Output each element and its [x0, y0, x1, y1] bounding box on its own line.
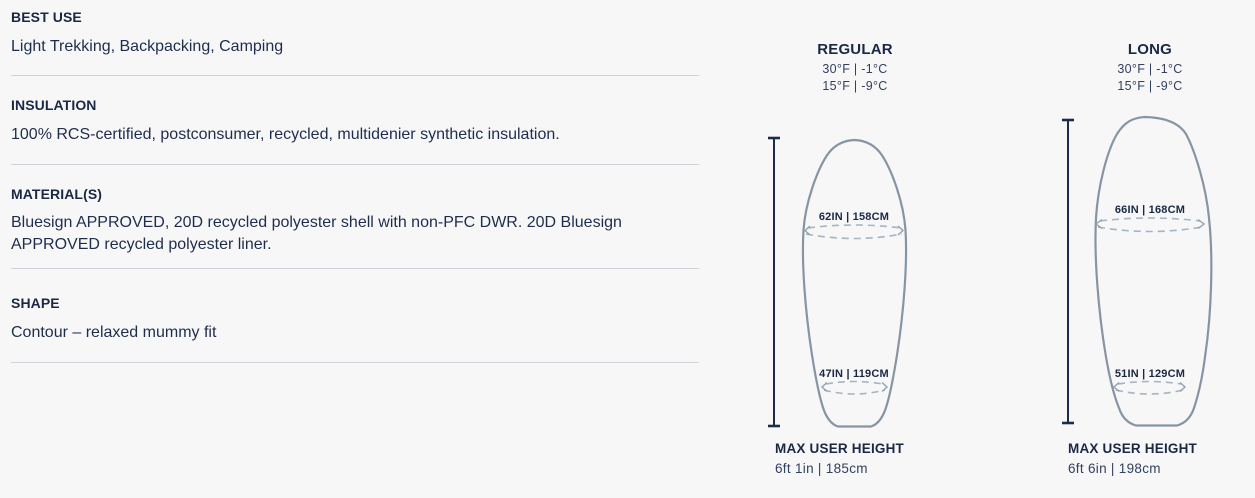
girth-arrow-right-icon — [1179, 381, 1187, 393]
temp-ratings-regular: 30°F | -1°C 15°F | -9°C — [775, 61, 935, 95]
knee-girth-line — [1115, 389, 1184, 395]
max-user-height-label-regular: MAX USER HEIGHT — [775, 441, 905, 456]
max-user-height-value-regular: 6ft 1in | 185cm — [775, 461, 868, 476]
size-title-regular: REGULAR — [817, 41, 893, 58]
bag-outline — [1094, 115, 1213, 427]
knee-girth-line — [825, 380, 884, 385]
girth-arrow-left-icon — [820, 381, 828, 393]
sleeping-bag-diagram-regular: 62IN | 158CM 47IN | 119CM — [768, 136, 908, 428]
max-user-height-label-long: MAX USER HEIGHT — [1068, 441, 1198, 456]
temp-ratings-long: 30°F | -1°C 15°F | -9°C — [1070, 61, 1230, 95]
section-divider — [11, 268, 699, 269]
spec-value-best-use: Light Trekking, Backpacking, Camping — [11, 38, 284, 55]
spec-heading-best-use: BEST USE — [11, 9, 82, 25]
knee-girth-label: 51IN | 129CM — [1115, 368, 1185, 380]
max-user-height-value-long: 6ft 6in | 198cm — [1068, 461, 1161, 476]
temp-rating-comfort: 30°F | -1°C — [1117, 62, 1183, 76]
girth-arrow-right-icon — [897, 225, 905, 236]
temp-rating-limit: 15°F | -9°C — [1117, 79, 1183, 93]
sleeping-bag-diagram-long: 66IN | 168CM 51IN | 129CM — [1062, 115, 1213, 427]
spec-value-insulation: 100% RCS-certified, postconsumer, recycl… — [11, 126, 560, 143]
girth-arrow-right-icon — [881, 381, 889, 393]
shoulder-girth-label: 66IN | 168CM — [1115, 204, 1185, 216]
shoulder-girth-label: 62IN | 158CM — [819, 211, 889, 223]
spec-heading-shape: SHAPE — [11, 295, 60, 311]
bag-outline — [801, 138, 908, 428]
section-divider — [11, 164, 699, 165]
spec-value-shape: Contour – relaxed mummy fit — [11, 324, 217, 341]
section-divider — [11, 362, 699, 363]
knee-girth-label: 47IN | 119CM — [819, 368, 889, 380]
section-divider — [11, 75, 699, 76]
shoulder-girth-line — [1099, 217, 1201, 222]
spec-value-materials: Bluesign APPROVED, 20D recycled polyeste… — [11, 214, 622, 253]
shoulder-girth-line — [1097, 226, 1203, 233]
shoulder-girth-line — [805, 233, 903, 240]
shoulder-girth-line — [807, 224, 902, 229]
girth-arrow-left-icon — [803, 225, 811, 236]
knee-girth-line — [1117, 380, 1182, 385]
girth-arrow-left-icon — [1094, 218, 1103, 230]
knee-girth-line — [823, 389, 886, 395]
size-title-long: LONG — [1127, 41, 1173, 58]
girth-arrow-right-icon — [1197, 218, 1206, 230]
temp-rating-comfort: 30°F | -1°C — [822, 62, 888, 76]
spec-heading-materials: MATERIAL(S) — [11, 186, 103, 202]
spec-heading-insulation: INSULATION — [11, 97, 97, 113]
temp-rating-limit: 15°F | -9°C — [822, 79, 888, 93]
girth-arrow-left-icon — [1112, 381, 1120, 393]
